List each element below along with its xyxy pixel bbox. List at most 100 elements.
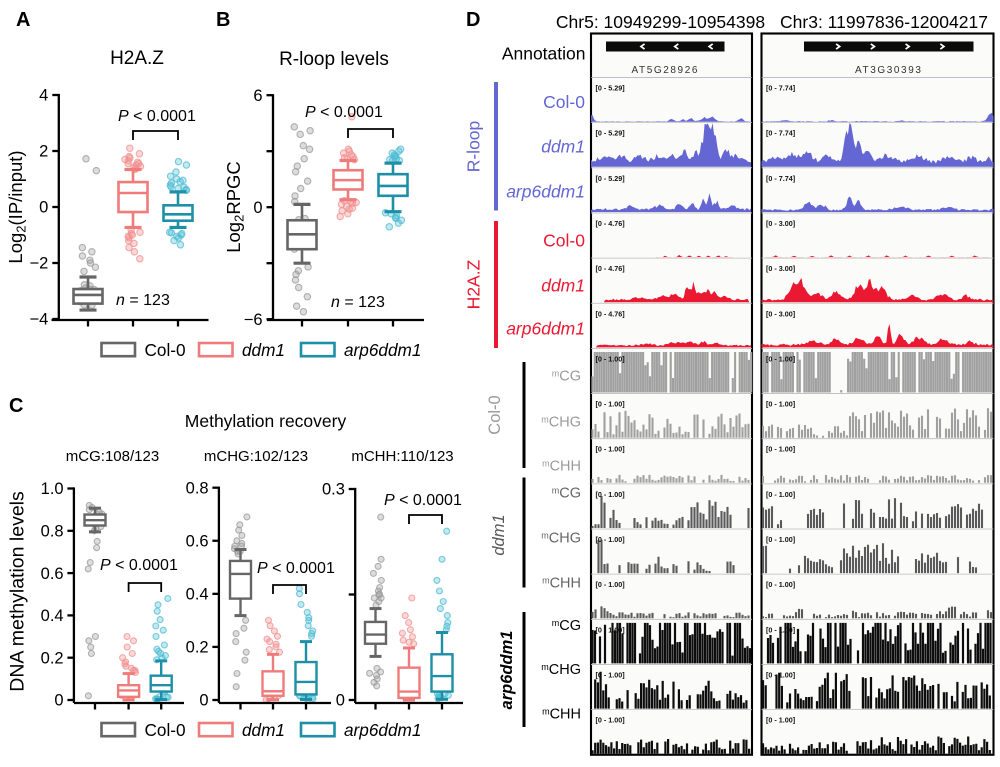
svg-text:n = 123: n = 123 (116, 292, 170, 309)
svg-text:Col-0: Col-0 (543, 92, 585, 112)
svg-text:[0 - 5.29]: [0 - 5.29] (596, 174, 625, 183)
svg-text:A: A (16, 9, 30, 31)
svg-text:[0 - 1.00]: [0 - 1.00] (596, 400, 625, 409)
svg-text:[0 - 5.29]: [0 - 5.29] (596, 84, 625, 93)
svg-text:D: D (466, 9, 480, 31)
svg-text:[0 - 4.76]: [0 - 4.76] (596, 219, 625, 228)
svg-text:0: 0 (253, 199, 262, 217)
svg-text:P < 0.0001: P < 0.0001 (257, 560, 335, 577)
svg-text:mCHG: mCHG (541, 531, 581, 547)
svg-text:0.4: 0.4 (186, 586, 209, 604)
svg-text:arp6ddm1: arp6ddm1 (344, 720, 421, 740)
svg-text:4: 4 (39, 87, 48, 105)
svg-text:0: 0 (54, 692, 63, 710)
svg-text:mCHH: mCHH (542, 459, 581, 475)
svg-text:arp6ddm1: arp6ddm1 (506, 182, 585, 202)
svg-text:mCHG: mCHG (541, 415, 581, 431)
svg-text:H2A.Z: H2A.Z (110, 48, 164, 69)
svg-text:mCG: mCG (552, 618, 581, 634)
svg-text:Col-0: Col-0 (543, 231, 585, 251)
svg-text:0: 0 (199, 692, 208, 710)
svg-text:0: 0 (336, 692, 345, 710)
svg-text:ddm1: ddm1 (242, 340, 285, 360)
svg-text:[0 - 1.00]: [0 - 1.00] (766, 535, 795, 544)
svg-text:P < 0.0001: P < 0.0001 (118, 108, 196, 125)
svg-text:Col-0: Col-0 (486, 395, 504, 434)
svg-text:[0 - 1.00]: [0 - 1.00] (766, 490, 795, 499)
svg-text:[0 - 1.00]: [0 - 1.00] (596, 354, 625, 363)
svg-text:ddm1: ddm1 (541, 276, 585, 296)
svg-text:0.4: 0.4 (41, 607, 64, 625)
svg-text:n = 123: n = 123 (331, 294, 385, 311)
svg-text:0.2: 0.2 (41, 649, 64, 667)
svg-text:arp6ddm1: arp6ddm1 (498, 631, 516, 710)
svg-text:0.6: 0.6 (186, 532, 209, 550)
svg-text:[0 - 4.76]: [0 - 4.76] (596, 309, 625, 318)
svg-text:P < 0.0001: P < 0.0001 (305, 104, 383, 121)
svg-text:DNA methylation levels: DNA methylation levels (7, 491, 29, 692)
svg-text:P < 0.0001: P < 0.0001 (384, 492, 462, 509)
svg-text:Chr5: 10949299-10954398: Chr5: 10949299-10954398 (556, 12, 765, 32)
svg-text:Chr3: 11997836-12004217: Chr3: 11997836-12004217 (780, 12, 988, 32)
svg-text:AT5G28926: AT5G28926 (631, 65, 699, 76)
svg-text:0.8: 0.8 (41, 523, 64, 541)
svg-text:0: 0 (39, 199, 48, 217)
svg-text:[0 - 7.74]: [0 - 7.74] (766, 84, 795, 93)
svg-text:0.8: 0.8 (186, 479, 209, 497)
svg-text:[0 - 1.00]: [0 - 1.00] (596, 490, 625, 499)
svg-text:mCHH: mCHH (542, 707, 581, 723)
svg-text:P < 0.0001: P < 0.0001 (100, 557, 178, 574)
svg-text:−6: −6 (244, 311, 263, 329)
svg-text:arp6ddm1: arp6ddm1 (344, 340, 421, 360)
svg-text:B: B (216, 9, 230, 31)
svg-text:[0 - 1.00]: [0 - 1.00] (596, 670, 625, 679)
svg-text:−4: −4 (29, 311, 48, 329)
svg-text:[0 - 1.00]: [0 - 1.00] (766, 670, 795, 679)
svg-text:6: 6 (253, 87, 262, 105)
svg-text:Col-0: Col-0 (145, 720, 186, 740)
svg-text:[0 - 1.00]: [0 - 1.00] (766, 625, 795, 634)
svg-text:C: C (9, 395, 23, 417)
svg-text:[0 - 1.00]: [0 - 1.00] (766, 580, 795, 589)
svg-text:Annotation: Annotation (502, 44, 586, 64)
svg-text:Methylation recovery: Methylation recovery (185, 411, 347, 431)
svg-text:[0 - 1.00]: [0 - 1.00] (766, 354, 795, 363)
svg-text:Log2RPGC: Log2RPGC (223, 161, 247, 253)
svg-text:mCG:108/123: mCG:108/123 (66, 448, 159, 465)
svg-text:Log2(IP/input): Log2(IP/input) (5, 150, 29, 263)
svg-text:mCHG: mCHG (541, 662, 581, 678)
svg-text:[0 - 7.74]: [0 - 7.74] (766, 174, 795, 183)
svg-text:R-loop: R-loop (464, 121, 484, 173)
svg-text:[0 - 4.76]: [0 - 4.76] (596, 264, 625, 273)
svg-text:[0 - 1.00]: [0 - 1.00] (596, 580, 625, 589)
svg-text:[0 - 1.00]: [0 - 1.00] (766, 400, 795, 409)
svg-text:mCHH:110/123: mCHH:110/123 (351, 448, 453, 465)
svg-text:[0 - 3.00]: [0 - 3.00] (766, 219, 795, 228)
svg-text:H2A.Z: H2A.Z (464, 259, 484, 309)
svg-text:[0 - 5.29]: [0 - 5.29] (596, 129, 625, 138)
svg-text:[0 - 1.00]: [0 - 1.00] (596, 716, 625, 725)
svg-text:0.6: 0.6 (41, 565, 64, 583)
svg-text:mCHG:102/123: mCHG:102/123 (204, 448, 308, 465)
svg-text:ddm1: ddm1 (541, 137, 585, 157)
svg-text:−2: −2 (29, 255, 48, 273)
svg-text:[0 - 1.00]: [0 - 1.00] (596, 445, 625, 454)
svg-text:ddm1: ddm1 (242, 720, 285, 740)
svg-text:0.3: 0.3 (322, 481, 345, 499)
svg-text:[0 - 3.00]: [0 - 3.00] (766, 264, 795, 273)
svg-text:2: 2 (39, 143, 48, 161)
svg-text:1.0: 1.0 (41, 480, 64, 498)
svg-text:arp6ddm1: arp6ddm1 (506, 319, 585, 339)
svg-text:mCG: mCG (552, 486, 581, 502)
svg-text:[0 - 3.00]: [0 - 3.00] (766, 309, 795, 318)
svg-text:[0 - 1.00]: [0 - 1.00] (596, 625, 625, 634)
svg-text:mCHH: mCHH (542, 576, 581, 592)
svg-text:mCG: mCG (552, 369, 581, 385)
svg-text:[0 - 1.00]: [0 - 1.00] (766, 716, 795, 725)
svg-text:[0 - 1.00]: [0 - 1.00] (766, 445, 795, 454)
svg-text:[0 - 7.74]: [0 - 7.74] (766, 129, 795, 138)
svg-text:R-loop levels: R-loop levels (279, 49, 389, 70)
svg-text:ddm1: ddm1 (490, 514, 508, 555)
svg-text:0.2: 0.2 (186, 639, 209, 657)
svg-text:AT3G30393: AT3G30393 (855, 65, 923, 76)
